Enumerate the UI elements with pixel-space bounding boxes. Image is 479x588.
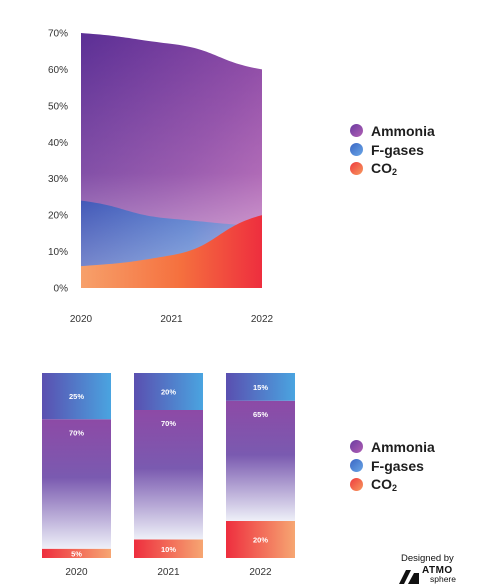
area-co2 [81, 215, 262, 288]
legend-item-f-gases: F-gases [350, 140, 435, 159]
bar-data-label: 15% [253, 383, 268, 392]
bar-data-label: 70% [161, 419, 176, 428]
y-tick-label: 50% [48, 101, 68, 112]
bar-category-label: 2022 [249, 567, 272, 578]
bar-data-label: 20% [253, 536, 268, 545]
legend-label-co2: CO2 [371, 160, 398, 177]
legend-label-ammonia: Ammonia [371, 122, 435, 139]
legend-item-ammonia: Ammonia [350, 121, 435, 140]
y-tick-label: 70% [48, 29, 68, 40]
legend-item-co2-2: CO2 [350, 475, 435, 494]
bar-segment-f-gases [226, 373, 295, 401]
legend-item-co2: CO2 [350, 159, 435, 178]
legend-label-ammonia-2: Ammonia [371, 438, 435, 455]
bar-data-label: 70% [69, 428, 84, 437]
brand-logo: ATMO sphere [399, 566, 477, 584]
legend-dot-ammonia [350, 124, 363, 137]
bar-segment-ammonia [42, 419, 111, 549]
legend-label-f-gases: F-gases [371, 141, 424, 158]
bar-category-label: 2020 [65, 567, 88, 578]
legend-item-ammonia-2: Ammonia [350, 437, 435, 456]
bar-legend: Ammonia F-gases CO2 [350, 437, 435, 494]
legend-dot-ammonia-2 [350, 440, 363, 453]
bar-chart: 5% 70% 25% 2020 10% 70% 20% 2021 20% 65% 15% 2022 [42, 373, 295, 578]
designer-credit: Designed by ATMO sphere [399, 553, 477, 584]
y-tick-label: 40% [48, 138, 68, 149]
designed-by-text: Designed by [401, 553, 454, 564]
bar-segment-co2 [134, 539, 203, 558]
bar-data-label: 25% [69, 392, 84, 401]
bar-segment-f-gases [134, 373, 203, 410]
bar-segment-f-gases [42, 373, 111, 420]
y-tick-label: 10% [48, 247, 68, 258]
legend-item-f-gases-2: F-gases [350, 456, 435, 475]
y-tick-label: 30% [48, 174, 68, 185]
y-tick-label: 60% [48, 65, 68, 76]
bar-data-label: 5% [71, 549, 82, 558]
legend-dot-f-gases [350, 143, 363, 156]
x-tick-label: 2021 [160, 314, 183, 325]
y-tick-label: 20% [48, 211, 68, 222]
bar-data-label: 20% [161, 388, 176, 397]
y-tick-label: 0% [54, 284, 69, 295]
area-legend: Ammonia F-gases CO2 [350, 121, 435, 178]
legend-dot-f-gases-2 [350, 459, 363, 472]
x-tick-label: 2022 [251, 314, 274, 325]
bar-segment-ammonia [134, 410, 203, 540]
bar-category-label: 2021 [157, 567, 180, 578]
x-tick-label: 2020 [70, 314, 93, 325]
legend-dot-co2 [350, 162, 363, 175]
bar-segment-ammonia [226, 400, 295, 521]
brand-line-1: ATMO [422, 565, 453, 576]
bar-data-label: 65% [253, 410, 268, 419]
bar-segment-co2 [226, 521, 295, 558]
brand-line-2: sphere [430, 574, 456, 584]
atmosphere-logo-icon [399, 570, 419, 584]
bar-data-label: 10% [161, 545, 176, 554]
legend-label-co2-2: CO2 [371, 476, 398, 493]
legend-label-f-gases-2: F-gases [371, 457, 424, 474]
legend-dot-co2-2 [350, 478, 363, 491]
bar-segment-co2 [42, 548, 111, 558]
area-chart: 0% 10% 20% 30% 40% 50% 60% 70% 2020 2021 2022 [48, 29, 274, 326]
